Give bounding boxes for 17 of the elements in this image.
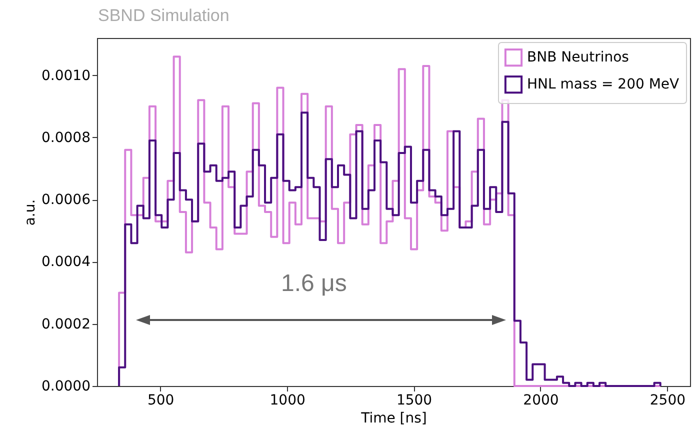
x-tick-label: 1000 xyxy=(270,392,306,408)
y-tick-label: 0.0004 xyxy=(42,254,91,270)
y-tick-label: 0.0008 xyxy=(42,130,90,146)
x-tick-label: 2500 xyxy=(650,392,686,408)
y-tick-label: 0.0002 xyxy=(42,316,90,332)
y-axis-title: a.u. xyxy=(22,199,39,226)
y-tick-label: 0.0006 xyxy=(42,192,91,208)
y-tick-label: 0.0000 xyxy=(42,378,90,394)
annotation: 1.6 μs xyxy=(281,270,347,298)
x-tick-label: 2000 xyxy=(523,392,559,408)
x-tick-label: 1500 xyxy=(396,392,432,408)
y-tick-label: 0.0010 xyxy=(42,68,90,84)
x-axis-title: Time [ns] xyxy=(360,410,427,426)
chart-title: SBND Simulation xyxy=(98,6,230,26)
legend-label: BNB Neutrinos xyxy=(527,50,629,66)
legend-label: HNL mass = 200 MeV xyxy=(527,76,680,92)
x-tick-label: 500 xyxy=(147,392,174,408)
